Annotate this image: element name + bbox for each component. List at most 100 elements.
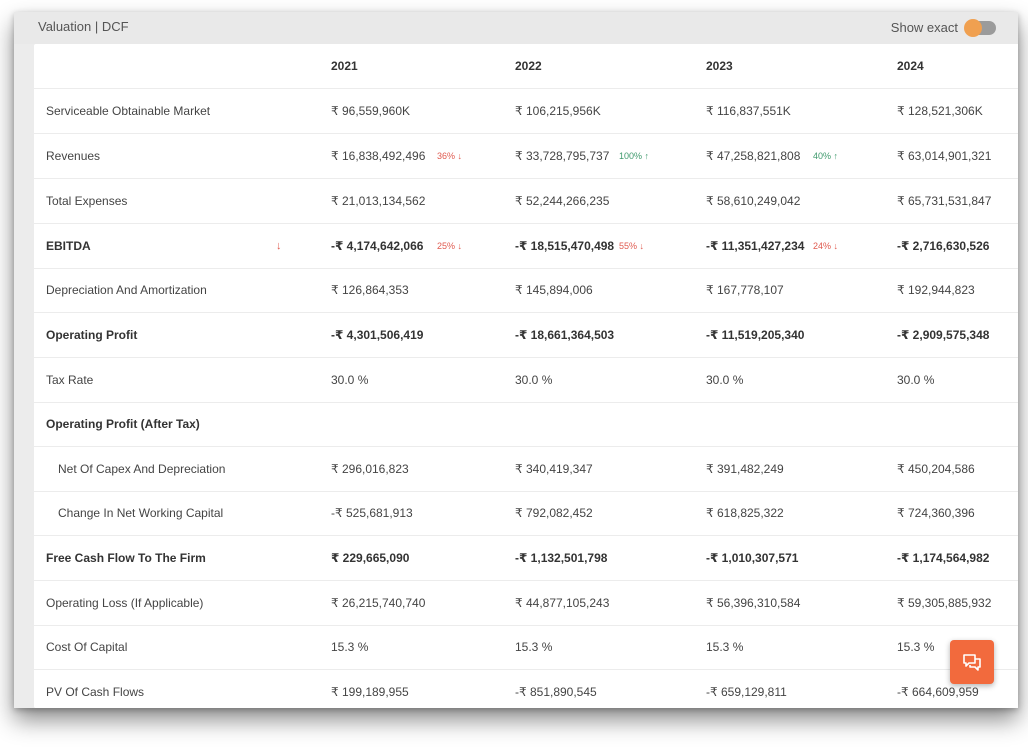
table-row: Revenues ₹ 16,838,492,496 36% ↓ ₹ 33,728…: [34, 134, 1018, 179]
row-label: Free Cash Flow To The Firm: [46, 551, 206, 565]
table-cell: ₹ 724,360,396: [897, 506, 975, 520]
table-cell: ₹ 391,482,249: [706, 462, 784, 476]
row-label: Total Expenses: [46, 194, 128, 208]
table-cell: ₹ 450,204,586: [897, 462, 975, 476]
change-badge: 36% ↓: [437, 151, 463, 161]
table-cell: ₹ 340,419,347: [515, 462, 593, 476]
table-cell: -₹ 11,351,427,234: [706, 239, 805, 253]
table-row: PV Of Cash Flows ₹ 199,189,955 -₹ 851,89…: [34, 670, 1018, 708]
table-cell: -₹ 2,716,630,526: [897, 239, 990, 253]
table-cell: ₹ 229,665,090: [331, 551, 410, 565]
table-cell: -₹ 659,129,811: [706, 685, 787, 699]
row-label: Cost Of Capital: [46, 640, 128, 654]
row-label: Operating Loss (If Applicable): [46, 596, 204, 610]
table-cell: ₹ 33,728,795,737: [515, 149, 610, 163]
table-cell: ₹ 58,610,249,042: [706, 194, 801, 208]
table-cell: ₹ 126,864,353: [331, 283, 409, 297]
toggle-knob[interactable]: [964, 18, 982, 37]
table-cell: ₹ 296,016,823: [331, 462, 409, 476]
row-label: Change In Net Working Capital: [58, 506, 224, 520]
table-row: Operating Profit -₹ 4,301,506,419 -₹ 18,…: [34, 313, 1018, 358]
table-cell: ₹ 106,215,956K: [515, 104, 601, 118]
table-row: Operating Profit (After Tax): [34, 402, 1018, 447]
table-cell: 15.3 %: [331, 640, 369, 654]
table-row: Change In Net Working Capital -₹ 525,681…: [34, 491, 1018, 536]
app-frame: Valuation | DCF Show exact 2021 2022 202…: [14, 12, 1018, 708]
table-row: EBITDA ↓ -₹ 4,174,642,066 25% ↓ -₹ 18,51…: [34, 224, 1018, 269]
table-cell: 15.3 %: [515, 640, 553, 654]
row-label: Operating Profit (After Tax): [46, 417, 200, 431]
table-cell: ₹ 44,877,105,243: [515, 596, 610, 610]
row-label: Depreciation And Amortization: [46, 283, 207, 297]
table-row: Net Of Capex And Depreciation ₹ 296,016,…: [34, 447, 1018, 492]
dcf-table: 2021 2022 2023 2024 Serviceable Obtainab…: [34, 44, 1018, 708]
table-cell: 30.0 %: [331, 373, 369, 387]
table-cell: ₹ 192,944,823: [897, 283, 975, 297]
table-cell: ₹ 47,258,821,808: [706, 149, 801, 163]
change-badge: 100% ↑: [619, 151, 650, 161]
row-label: Tax Rate: [46, 373, 94, 387]
table-cell: -₹ 4,174,642,066: [331, 239, 424, 253]
table-row: Cost Of Capital 15.3 % 15.3 % 15.3 % 15.…: [34, 625, 1018, 670]
table-cell: -₹ 18,661,364,503: [515, 328, 615, 342]
show-exact-control: Show exact: [890, 18, 996, 37]
table-cell: -₹ 11,519,205,340: [706, 328, 805, 342]
table-cell: -₹ 664,609,959: [897, 685, 979, 699]
column-header: 2023: [706, 59, 733, 73]
table-cell: -₹ 1,010,307,571: [706, 551, 799, 565]
row-label: Net Of Capex And Depreciation: [58, 462, 226, 476]
table-cell: ₹ 21,013,134,562: [331, 194, 426, 208]
table-cell: ₹ 59,305,885,932: [897, 596, 992, 610]
table-header-row: 2021 2022 2023 2024: [34, 44, 1018, 89]
table-cell: ₹ 52,244,266,235: [515, 194, 610, 208]
row-label: Revenues: [46, 149, 101, 163]
table-cell: 15.3 %: [897, 640, 935, 654]
table-cell: ₹ 116,837,551K: [706, 104, 791, 118]
table-cell: 30.0 %: [515, 373, 553, 387]
table-cell: ₹ 26,215,740,740: [331, 596, 426, 610]
table-cell: -₹ 525,681,913: [331, 506, 413, 520]
chat-button[interactable]: [950, 640, 994, 684]
page-title: Valuation | DCF: [38, 19, 129, 34]
change-badge: 24% ↓: [813, 241, 839, 251]
table-cell: -₹ 2,909,575,348: [897, 328, 990, 342]
table-cell: -₹ 851,890,545: [515, 685, 597, 699]
change-badge: 40% ↑: [813, 151, 839, 161]
table-cell: ₹ 167,778,107: [706, 283, 784, 297]
table-cell: 30.0 %: [897, 373, 935, 387]
table-cell: -₹ 4,301,506,419: [331, 328, 424, 342]
row-label: EBITDA: [46, 239, 91, 253]
change-badge: 25% ↓: [437, 241, 463, 251]
top-bar: Valuation | DCF Show exact: [14, 12, 1018, 44]
table-cell: 15.3 %: [706, 640, 744, 654]
table-cell: ₹ 16,838,492,496: [331, 149, 426, 163]
table-cell: ₹ 63,014,901,321: [897, 149, 992, 163]
column-header: 2024: [897, 59, 924, 73]
table-cell: ₹ 96,559,960K: [331, 104, 411, 118]
table-row: Free Cash Flow To The Firm ₹ 229,665,090…: [34, 536, 1018, 581]
table-row: Depreciation And Amortization ₹ 126,864,…: [34, 268, 1018, 313]
table-cell: ₹ 792,082,452: [515, 506, 593, 520]
change-badge: 55% ↓: [619, 241, 645, 251]
table-row: Tax Rate 30.0 % 30.0 % 30.0 % 30.0 %: [34, 358, 1018, 403]
table-cell: ₹ 618,825,322: [706, 506, 784, 520]
column-header: 2022: [515, 59, 542, 73]
row-label: PV Of Cash Flows: [46, 685, 145, 699]
down-arrow-icon: ↓: [276, 240, 282, 252]
table-cell: ₹ 65,731,531,847: [897, 194, 992, 208]
row-label: Serviceable Obtainable Market: [46, 104, 211, 118]
table-cell: -₹ 18,515,470,498: [515, 239, 615, 253]
table-cell: ₹ 128,521,306K: [897, 104, 983, 118]
show-exact-toggle[interactable]: [964, 18, 996, 37]
table-cell: ₹ 199,189,955: [331, 685, 409, 699]
table-row: Operating Loss (If Applicable) ₹ 26,215,…: [34, 581, 1018, 626]
table-cell: ₹ 145,894,006: [515, 283, 593, 297]
row-label: Operating Profit: [46, 328, 138, 342]
table-cell: -₹ 1,174,564,982: [897, 551, 990, 565]
chat-icon: [963, 654, 981, 671]
column-header: 2021: [331, 59, 358, 73]
show-exact-label: Show exact: [890, 20, 958, 35]
table-cell: -₹ 1,132,501,798: [515, 551, 608, 565]
table-row: Serviceable Obtainable Market ₹ 96,559,9…: [34, 89, 1018, 134]
table-row: Total Expenses ₹ 21,013,134,562 ₹ 52,244…: [34, 179, 1018, 224]
